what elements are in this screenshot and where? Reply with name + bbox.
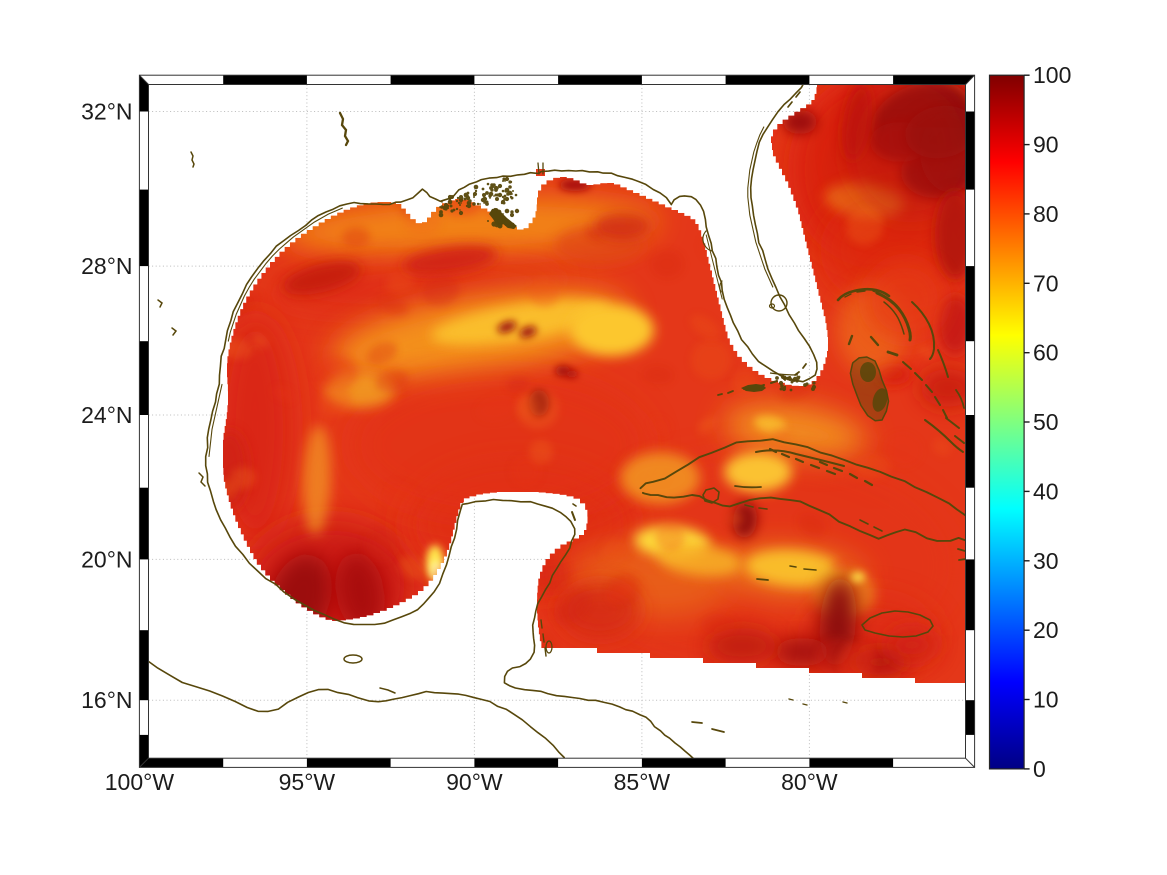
svg-text:16°N: 16°N [81,687,132,713]
svg-text:0: 0 [1033,756,1046,782]
svg-text:10: 10 [1033,687,1059,713]
svg-text:60: 60 [1033,340,1059,366]
svg-text:100: 100 [1033,62,1071,88]
svg-text:85°W: 85°W [614,769,671,795]
svg-text:95°W: 95°W [279,769,336,795]
svg-text:80: 80 [1033,201,1059,227]
svg-text:50: 50 [1033,409,1059,435]
svg-text:70: 70 [1033,270,1059,296]
svg-text:28°N: 28°N [81,253,132,279]
svg-text:24°N: 24°N [81,402,132,428]
svg-text:90: 90 [1033,132,1059,158]
svg-text:20°N: 20°N [81,546,132,572]
svg-text:80°W: 80°W [781,769,838,795]
svg-text:30: 30 [1033,548,1059,574]
svg-text:100°W: 100°W [105,769,175,795]
svg-text:32°N: 32°N [81,99,132,125]
svg-text:40: 40 [1033,478,1059,504]
svg-text:90°W: 90°W [446,769,503,795]
svg-text:20: 20 [1033,617,1059,643]
